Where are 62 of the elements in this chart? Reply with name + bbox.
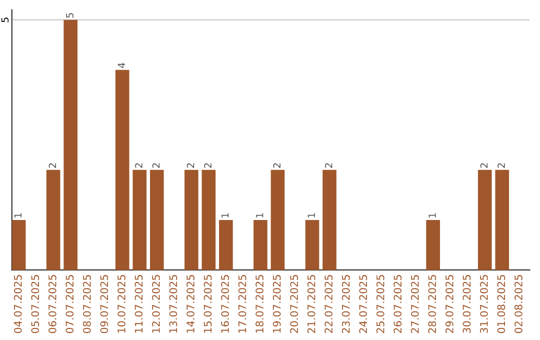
- bar: [305, 220, 320, 270]
- data-label: 2: [273, 163, 280, 168]
- x-tick-label: 13.07.2025: [169, 275, 178, 333]
- bar: [270, 170, 285, 270]
- x-tick-label: 20.07.2025: [290, 275, 298, 334]
- bar: [495, 170, 510, 270]
- x-tick-label: 09.07.2025: [100, 275, 108, 334]
- x-tick-label: 27.07.2025: [410, 275, 419, 334]
- bar: [478, 170, 492, 270]
- data-label: 2: [498, 163, 505, 168]
- data-label: 2: [480, 163, 488, 168]
- bar: [254, 220, 268, 270]
- x-tick-label: 05.07.2025: [31, 275, 40, 334]
- x-tick-label: 31.07.2025: [480, 275, 488, 333]
- x-tick-label: 18.07.2025: [256, 275, 264, 333]
- x-tick-label: 10.07.2025: [118, 275, 126, 333]
- bar: [64, 20, 78, 270]
- bar: [12, 220, 26, 270]
- data-label: 4: [118, 62, 126, 68]
- x-tick-label: 01.08.2025: [497, 275, 506, 334]
- bar: [115, 70, 130, 270]
- x-tick-label: 04.07.2025: [14, 275, 22, 334]
- x-tick-label: 08.07.2025: [82, 275, 91, 334]
- bar: [202, 170, 216, 270]
- data-label: 1: [308, 213, 315, 218]
- x-tick-label: 07.07.2025: [66, 275, 74, 334]
- x-tick-label: 24.07.2025: [359, 275, 368, 334]
- data-label: 2: [204, 163, 212, 168]
- bar: [132, 170, 147, 270]
- x-tick-label: 02.08.2025: [514, 275, 522, 334]
- x-tick-label: 26.07.2025: [394, 275, 402, 334]
- data-label: 2: [48, 163, 56, 168]
- x-tick-label: 30.07.2025: [462, 275, 471, 333]
- bar: [322, 170, 336, 270]
- x-tick-label: 16.07.2025: [221, 275, 229, 333]
- bar: [46, 170, 60, 270]
- bar: [150, 170, 164, 270]
- data-label: 1: [222, 213, 229, 218]
- x-tick-label: 15.07.2025: [204, 275, 212, 333]
- x-tick-label: 25.07.2025: [376, 275, 384, 334]
- bar: [426, 220, 440, 270]
- x-tick-label: 29.07.2025: [445, 275, 454, 334]
- x-tick-label: 17.07.2025: [238, 275, 246, 333]
- data-label: 1: [256, 213, 264, 218]
- data-label: 2: [135, 163, 142, 168]
- bar: [184, 170, 198, 270]
- x-tick-label: 23.07.2025: [342, 275, 350, 334]
- x-tick-label: 28.07.2025: [428, 275, 436, 334]
- x-tick-label: 22.07.2025: [324, 275, 333, 334]
- data-label: 1: [14, 213, 22, 218]
- data-label: 2: [324, 163, 332, 168]
- data-label: 1: [428, 213, 436, 218]
- x-tick-label: 11.07.2025: [134, 275, 143, 333]
- x-tick-label: 06.07.2025: [48, 275, 56, 334]
- bar: [219, 220, 233, 270]
- x-tick-label: 21.07.2025: [307, 275, 316, 334]
- x-tick-label: 14.07.2025: [186, 275, 194, 333]
- x-tick-label: 19.07.2025: [272, 275, 281, 333]
- data-label: 2: [152, 163, 160, 168]
- data-label: 2: [186, 163, 194, 168]
- data-label: 5: [66, 13, 74, 18]
- x-tick-label: 12.07.2025: [152, 275, 160, 333]
